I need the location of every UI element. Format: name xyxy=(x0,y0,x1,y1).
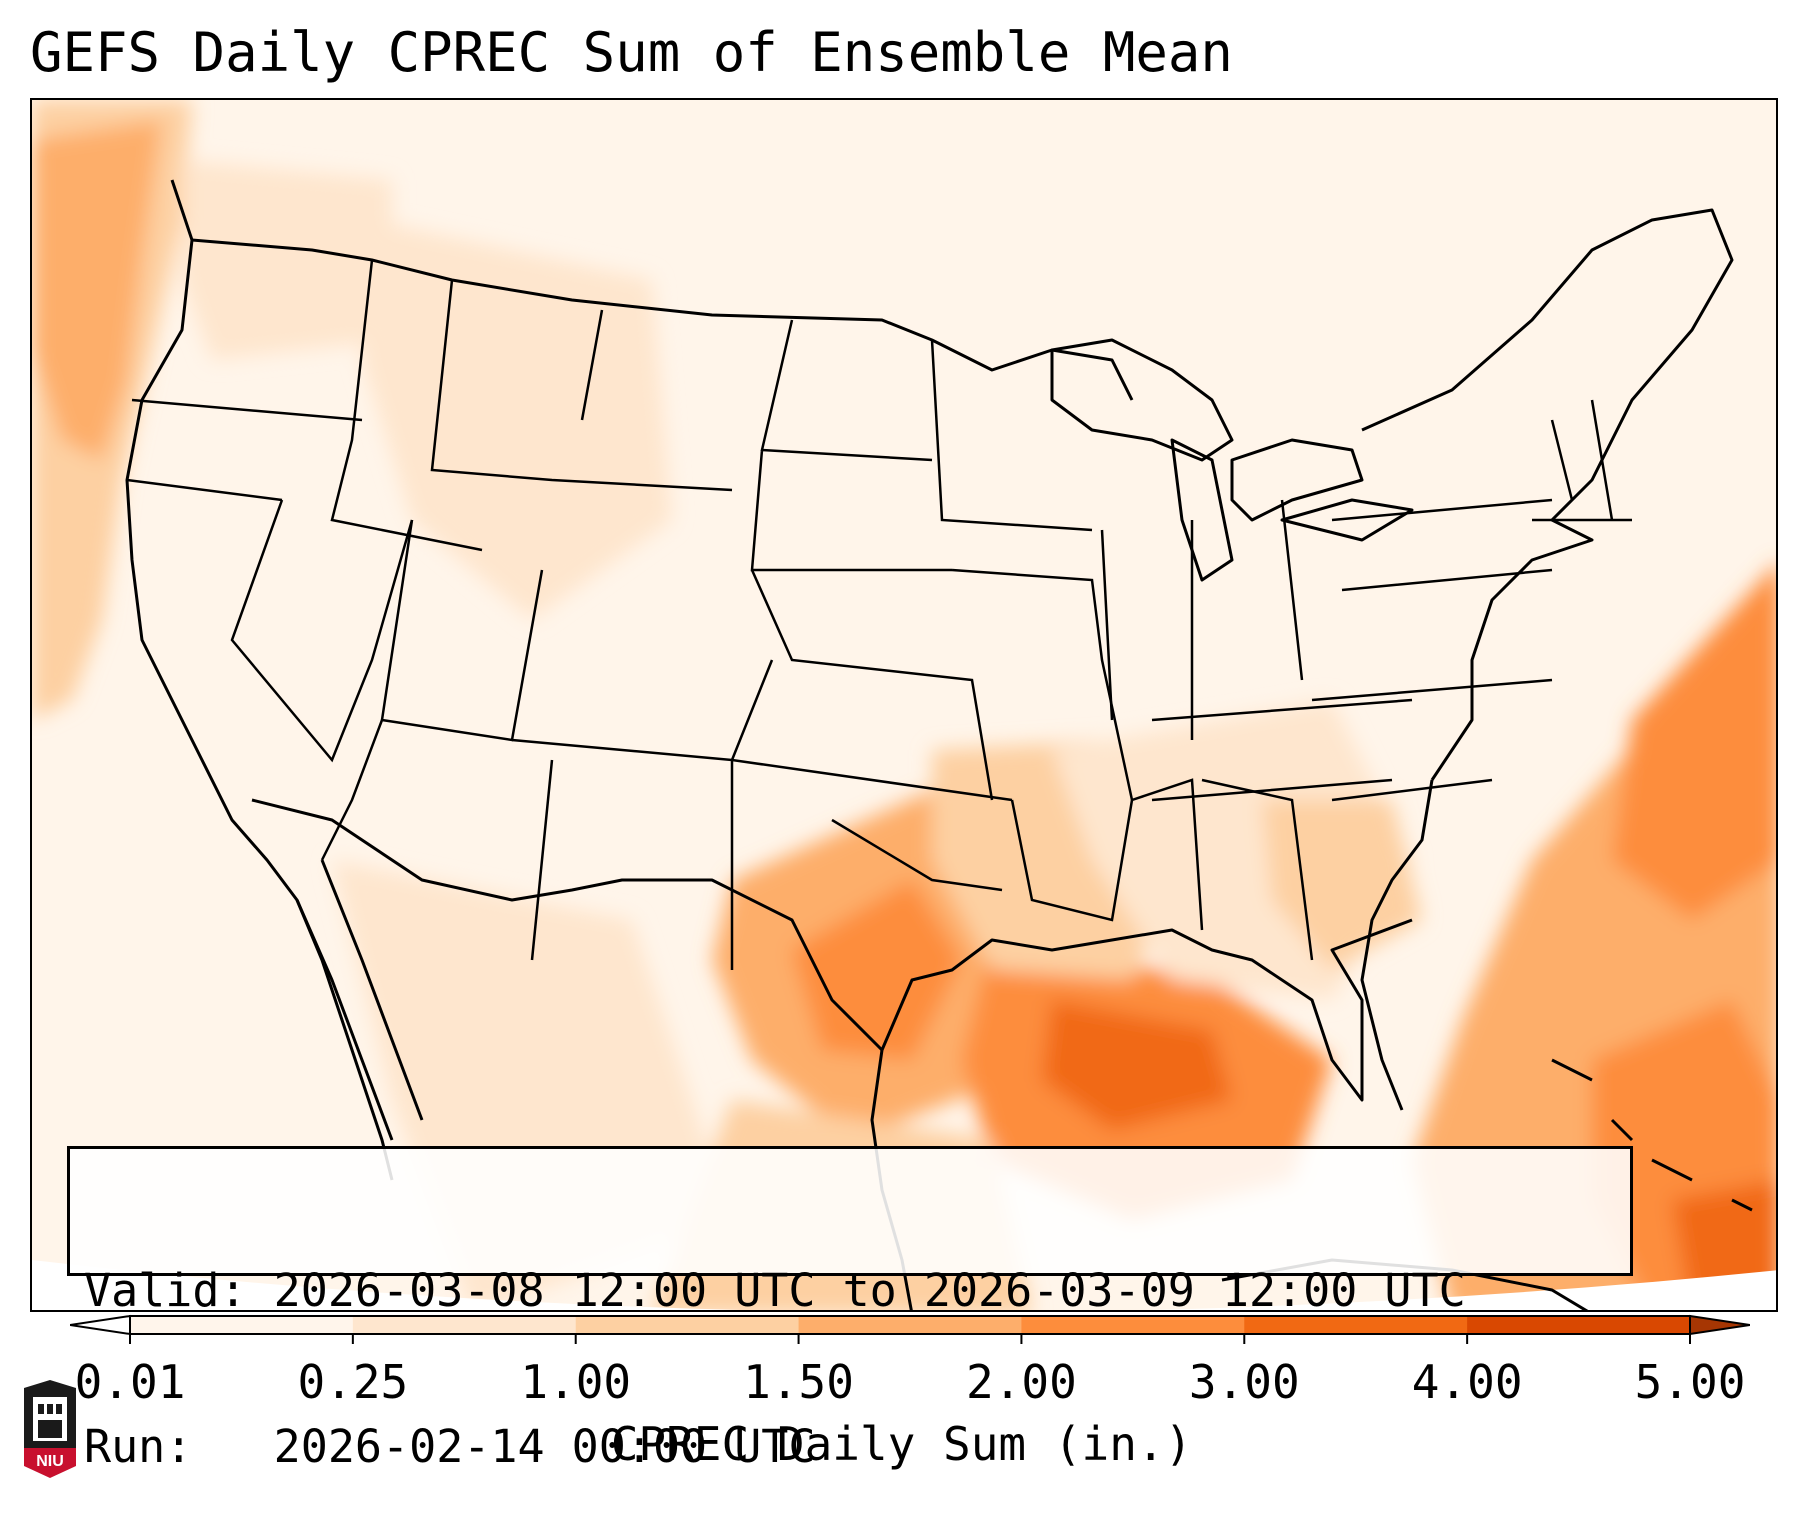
colorbar-segment xyxy=(1244,1316,1468,1334)
canada-us-border xyxy=(191,238,1134,401)
state-border-nevada xyxy=(230,499,414,763)
colorbar-extend-high xyxy=(1689,1314,1750,1336)
great-lakes-outline xyxy=(1050,338,1414,582)
state-border-az-nm xyxy=(320,719,554,961)
precip-region-rockies xyxy=(362,220,672,620)
colorbar-tick-label: 0.25 xyxy=(297,1355,409,1409)
valid-run-info-box: Valid: 2026-03-08 12:00 UTC to 2026-03-0… xyxy=(67,1146,1633,1473)
state-border-ks-ok xyxy=(730,659,1013,802)
colorbar-segment xyxy=(1021,1316,1245,1334)
colorbar-segment xyxy=(1467,1316,1691,1334)
colorbar-segment xyxy=(798,1316,1022,1334)
state-border-wa-or xyxy=(131,398,363,422)
niu-logo: NIU xyxy=(24,1380,76,1478)
colorbar-tick-label: 2.00 xyxy=(966,1355,1077,1409)
precip-region-atlantic-core xyxy=(1612,564,1776,920)
colorbar-tick-label: 4.00 xyxy=(1411,1355,1523,1409)
colorbar-segment xyxy=(575,1316,800,1334)
state-border-pa-ny xyxy=(1331,498,1553,592)
projection-edge xyxy=(32,1260,1776,1310)
state-border-new-england xyxy=(1532,399,1632,522)
state-border-ne-ks xyxy=(750,569,994,801)
state-border-ok-tx xyxy=(831,818,1003,892)
precip-region-gulf-core xyxy=(1042,1000,1232,1130)
state-border-utah-co xyxy=(380,519,544,742)
baja-peninsula xyxy=(295,859,424,1141)
precip-region-texas-core xyxy=(792,880,962,1060)
pacific-coastline xyxy=(125,179,394,1181)
colorbar-tick-label: 0.01 xyxy=(74,1355,186,1409)
logo-banner xyxy=(24,1448,76,1478)
bahamas-islands xyxy=(1551,1058,1753,1212)
state-border-ia-mo xyxy=(951,568,1134,801)
state-border-il-in-oh xyxy=(1100,499,1304,740)
colorbar xyxy=(70,1314,1750,1344)
state-border-montana-wy xyxy=(430,279,733,492)
colorbar-tick-label: 1.50 xyxy=(743,1355,854,1409)
state-border-mn-ia xyxy=(930,339,1093,532)
logo-text: NIU xyxy=(36,1453,64,1470)
precip-region-washington xyxy=(182,160,392,360)
northeast-coastline xyxy=(1361,208,1734,781)
state-border-va-nc xyxy=(1311,678,1553,802)
colorbar-label: CPREC Daily Sum (in.) xyxy=(610,1417,1193,1471)
precipitation-map xyxy=(32,100,1776,1310)
map-panel xyxy=(30,98,1778,1312)
precip-region-georgia xyxy=(1262,800,1422,970)
state-borders xyxy=(126,259,1632,970)
colorbar-segment xyxy=(352,1316,577,1334)
state-border-ar-la xyxy=(1010,799,1134,922)
precip-region-pacific-nw-core xyxy=(32,120,162,460)
colorbar-tick-label: 1.00 xyxy=(520,1355,632,1409)
us-mexico-border xyxy=(251,798,884,1052)
map-title: GEFS Daily CPREC Sum of Ensemble Mean xyxy=(30,21,1233,84)
state-border-tn-ky xyxy=(1151,698,1413,802)
run-time-text: Run: 2026-02-14 00:00 UTC xyxy=(84,1420,816,1473)
colorbar-outline xyxy=(129,1315,1691,1335)
gulf-coastline xyxy=(880,918,1413,1102)
valid-time-text: Valid: 2026-03-08 12:00 UTC to 2026-03-0… xyxy=(84,1264,1466,1317)
colorbar-segment xyxy=(130,1316,354,1334)
state-border-or-ca xyxy=(126,478,283,502)
southeast-coastline xyxy=(1360,779,1434,1111)
colorbar-extend-low xyxy=(70,1314,131,1336)
colorbar-tick-label: 3.00 xyxy=(1188,1355,1300,1409)
state-border-ms-al xyxy=(1131,778,1314,961)
colorbar-tick-label: 5.00 xyxy=(1634,1355,1746,1409)
